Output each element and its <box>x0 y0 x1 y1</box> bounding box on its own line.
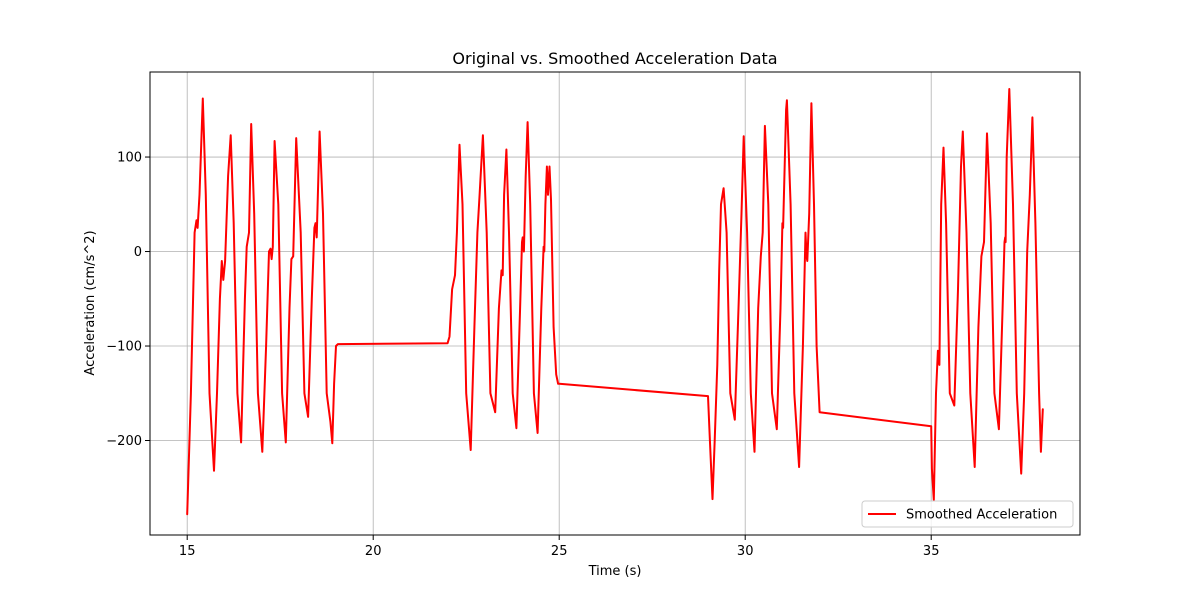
x-tick-label: 35 <box>923 544 940 559</box>
grid-lines <box>150 72 1080 535</box>
series-line-smoothed-acceleration <box>186 88 1044 516</box>
legend-label-smoothed: Smoothed Acceleration <box>906 508 1057 523</box>
chart-title: Original vs. Smoothed Acceleration Data <box>452 49 777 68</box>
y-tick-label: −100 <box>106 340 142 355</box>
y-tick-label: 100 <box>117 151 142 166</box>
series-layer <box>186 88 1044 516</box>
legend-box <box>861 500 1074 528</box>
y-axis-ticks: −200 −100 0 100 <box>106 151 150 449</box>
y-tick-label: 0 <box>134 245 142 260</box>
legend: Smoothed Acceleration <box>861 500 1074 528</box>
y-tick-label: −200 <box>106 434 142 449</box>
x-tick-label: 20 <box>365 544 382 559</box>
x-axis-ticks: 15 20 25 30 35 <box>179 535 940 559</box>
x-tick-label: 30 <box>737 544 754 559</box>
x-tick-label: 15 <box>179 544 196 559</box>
x-axis-label: Time (s) <box>588 564 642 579</box>
y-axis-label: Acceleration (cm/s^2) <box>83 230 98 375</box>
plot-frame <box>149 71 1081 536</box>
x-tick-label: 25 <box>551 544 568 559</box>
